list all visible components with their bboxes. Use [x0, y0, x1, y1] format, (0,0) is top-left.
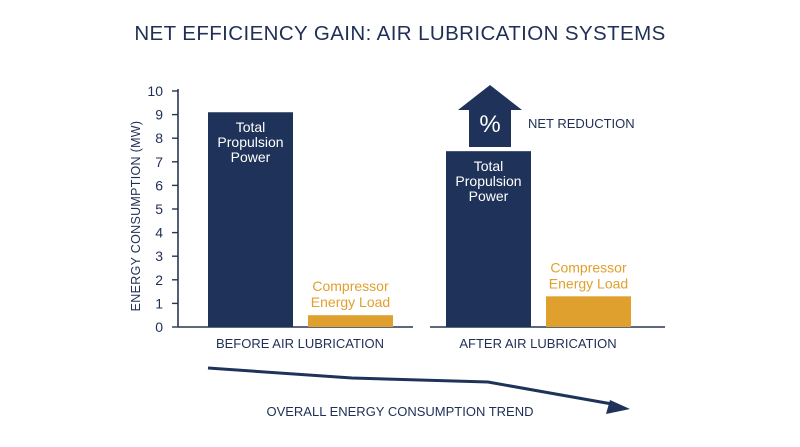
bar-label-total-propulsion-power: Total — [474, 158, 504, 174]
bar-label-total-propulsion-power: Power — [469, 188, 509, 204]
x-category-label: BEFORE AIR LUBRICATION — [216, 336, 384, 351]
net-reduction-label: NET REDUCTION — [528, 116, 635, 131]
y-axis-title: ENERGY CONSUMPTION (MW) — [129, 121, 143, 312]
x-category-label: AFTER AIR LUBRICATION — [459, 336, 616, 351]
y-tick-label: 7 — [155, 154, 163, 170]
percent-symbol: % — [479, 111, 500, 138]
bar-label-compressor-energy-load: Energy Load — [549, 275, 628, 291]
bar-label-total-propulsion-power: Propulsion — [455, 173, 521, 189]
bar-label-compressor-energy-load: Compressor — [312, 278, 389, 294]
y-tick-label: 6 — [155, 177, 163, 193]
y-tick-label: 10 — [147, 83, 163, 99]
bar-compressor-energy-load — [308, 315, 393, 327]
bar-label-compressor-energy-load: Compressor — [550, 259, 627, 275]
net-reduction-arrow — [458, 85, 522, 147]
y-tick-label: 8 — [155, 130, 163, 146]
y-tick-label: 2 — [155, 272, 163, 288]
y-tick-label: 1 — [155, 295, 163, 311]
bar-label-total-propulsion-power: Propulsion — [217, 134, 283, 150]
trend-label: OVERALL ENERGY CONSUMPTION TREND — [266, 404, 533, 419]
bar-compressor-energy-load — [546, 296, 631, 327]
trend-arrowhead — [606, 400, 630, 414]
y-tick-label: 5 — [155, 201, 163, 217]
y-tick-label: 9 — [155, 107, 163, 123]
bar-label-total-propulsion-power: Power — [231, 149, 271, 165]
bar-label-compressor-energy-load: Energy Load — [311, 294, 390, 310]
bar-label-total-propulsion-power: Total — [236, 119, 266, 135]
chart-title: NET EFFICIENCY GAIN: AIR LUBRICATION SYS… — [134, 22, 666, 45]
y-tick-label: 0 — [155, 319, 163, 335]
y-tick-label: 3 — [155, 248, 163, 264]
y-tick-label: 4 — [155, 225, 163, 241]
bar-total-propulsion-power — [446, 151, 531, 327]
trend-line — [207, 366, 613, 406]
bar-total-propulsion-power — [208, 112, 293, 328]
